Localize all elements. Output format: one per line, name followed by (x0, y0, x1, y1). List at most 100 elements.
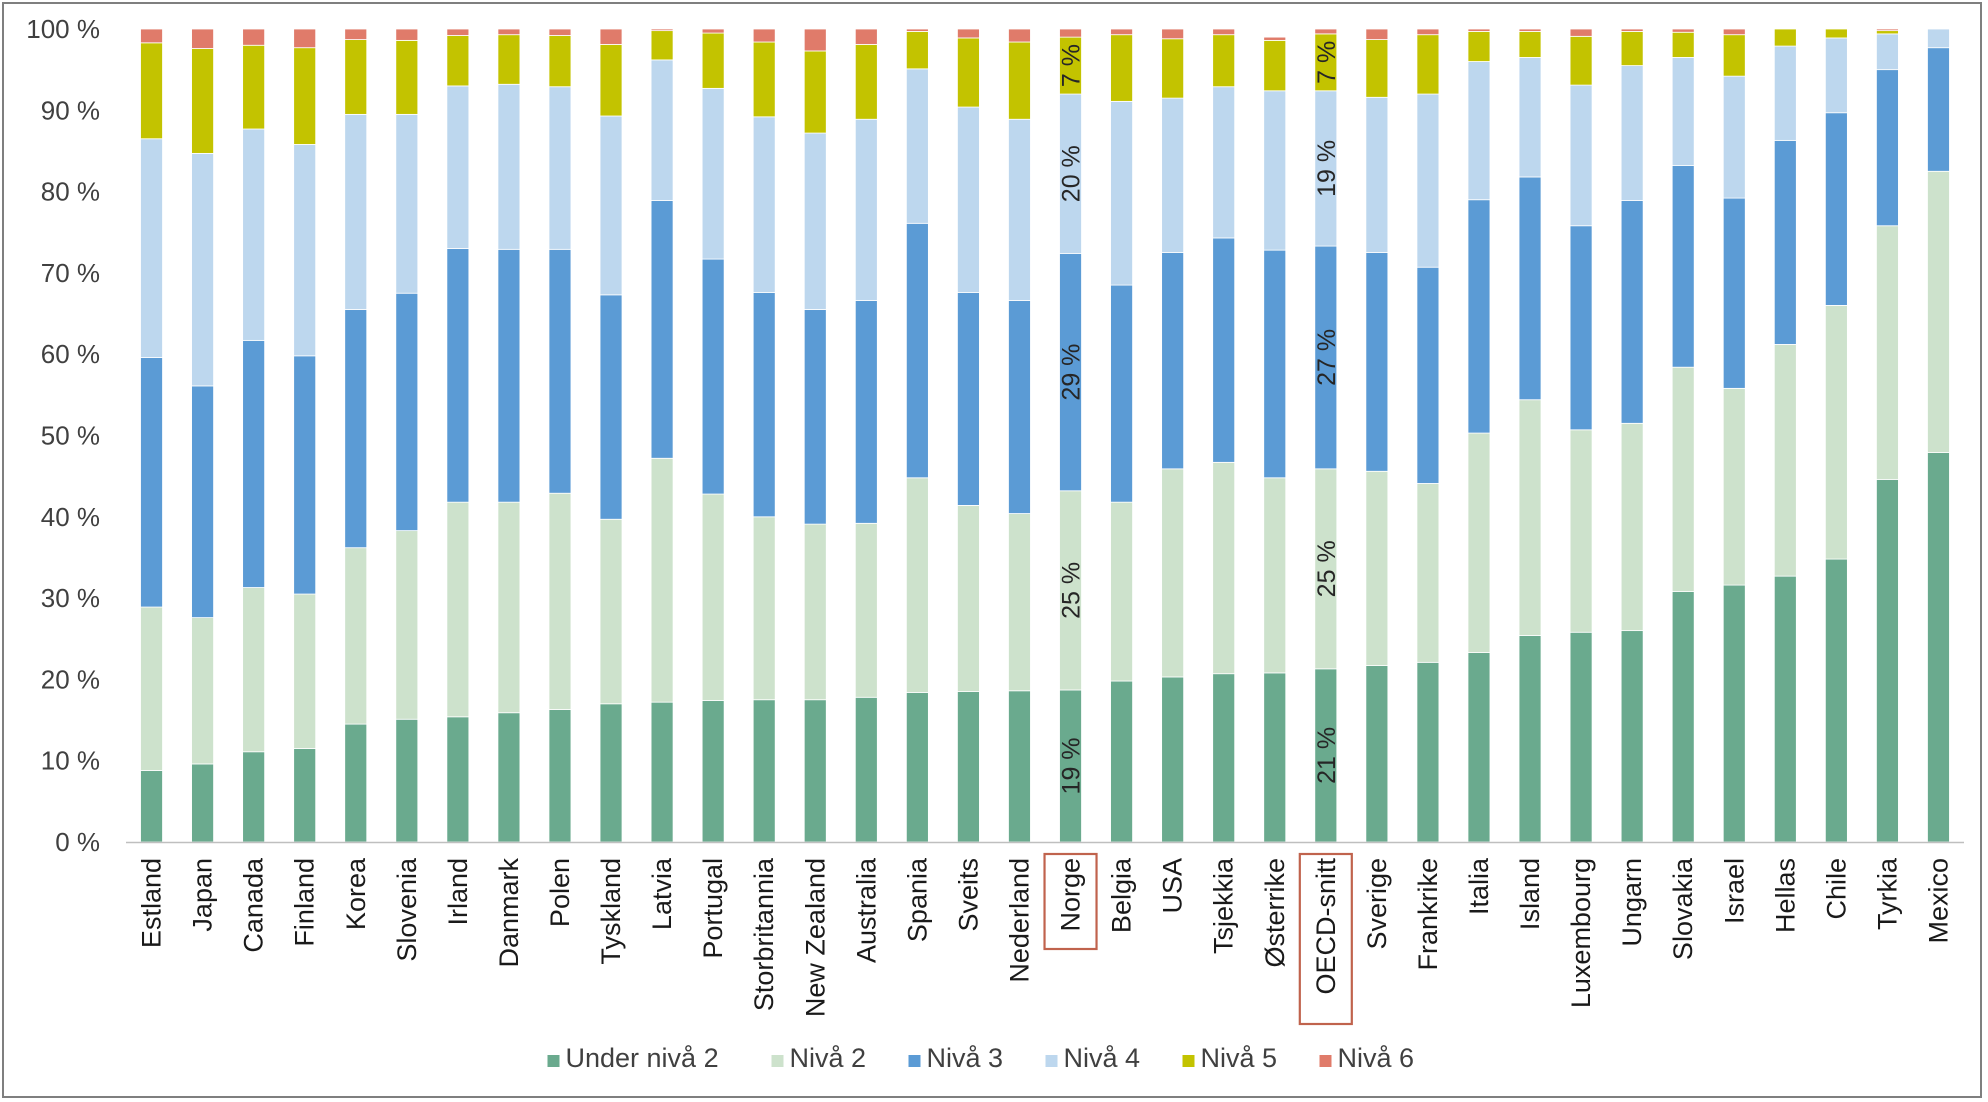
bar-island (1518, 28, 1542, 843)
bar-segment-nivå-5 (1110, 34, 1133, 102)
bar-segment-nivå-3 (1161, 252, 1185, 470)
bar-segment-nivå-2 (599, 518, 623, 705)
bar-segment-nivå-3 (344, 309, 368, 549)
bar-segment-nivå-3 (701, 258, 725, 495)
y-tick-label: 30 % (41, 583, 100, 613)
bar-segment-nivå-2 (803, 523, 827, 701)
bar-segment-nivå-3 (1671, 165, 1695, 368)
bar-hellas (1773, 28, 1797, 843)
bar-segment-nivå-5 (1671, 31, 1695, 58)
bar-segment-nivå-4 (650, 59, 674, 201)
legend-label: Nivå 6 (1338, 1043, 1415, 1073)
bar-segment-nivå-6 (140, 28, 163, 44)
segment-data-label: 29 % (1058, 344, 1086, 401)
bar-segment-under-nivå-2 (344, 723, 368, 843)
bar-segment-nivå-6 (854, 28, 878, 45)
bar-segment-under-nivå-2 (701, 700, 725, 843)
category-label: Chile (1821, 858, 1851, 920)
category-label: Østerrike (1260, 858, 1290, 968)
legend-swatch (1045, 1055, 1058, 1067)
legend-item-nivå-3: Nivå 3 (908, 1043, 1003, 1073)
bar-segment-nivå-3 (1467, 199, 1491, 434)
bar-segment-under-nivå-2 (1365, 665, 1389, 843)
bar-segment-nivå-3 (395, 292, 419, 532)
y-tick-label: 10 % (41, 746, 100, 776)
bar-sveits (957, 28, 980, 843)
bar-segment-nivå-6 (957, 28, 980, 39)
legend-label: Nivå 4 (1064, 1043, 1141, 1073)
bar-segment-nivå-6 (1876, 28, 1899, 32)
bar-segment-nivå-5 (497, 34, 521, 85)
bar-slovakia (1671, 28, 1695, 843)
bar-segment-nivå-5 (1620, 31, 1644, 66)
bar-segment-nivå-6 (1059, 28, 1082, 38)
category-label: Storbritannia (749, 857, 779, 1011)
bar-segment-nivå-2 (293, 593, 317, 749)
bar-sverige (1365, 28, 1389, 843)
segment-data-label: 25 % (1058, 562, 1086, 619)
bar-segment-nivå-3 (1110, 284, 1133, 503)
y-tick-label: 60 % (41, 339, 100, 369)
category-label: Frankrike (1413, 858, 1443, 971)
bar-segment-nivå-4 (1212, 86, 1236, 239)
bar-segment-nivå-2 (1824, 305, 1848, 560)
bar-segment-under-nivå-2 (1212, 673, 1236, 843)
bar-belgia (1110, 28, 1133, 843)
y-tick-label: 50 % (41, 421, 100, 451)
bar-segment-nivå-6 (293, 28, 317, 49)
bar-segment-nivå-6 (701, 28, 725, 34)
bar-segment-nivå-4 (1008, 118, 1031, 301)
bar-segment-nivå-4 (1416, 93, 1440, 268)
segment-data-label: 27 % (1313, 329, 1341, 386)
legend-swatch (771, 1055, 784, 1067)
bar-segment-nivå-2 (1620, 422, 1644, 632)
bar-chile (1824, 28, 1848, 843)
bar-segment-nivå-4 (1620, 65, 1644, 201)
bar-segment-nivå-6 (1110, 28, 1133, 36)
bar-segment-nivå-6 (803, 28, 827, 52)
bar-segment-nivå-6 (1161, 28, 1185, 40)
bar-segment-nivå-2 (344, 547, 368, 725)
bar-segment-nivå-6 (599, 28, 623, 45)
bar-portugal (701, 28, 725, 843)
bar-segment-nivå-6 (752, 28, 776, 43)
bar-finland (293, 28, 317, 843)
category-label: Belgia (1107, 857, 1137, 933)
bar-segment-nivå-5 (1416, 34, 1440, 95)
bar-canada (242, 28, 266, 843)
bar-segment-nivå-5 (1008, 41, 1031, 120)
category-label: Island (1515, 858, 1545, 930)
bar-segment-nivå-2 (1365, 470, 1389, 666)
category-label: Finland (290, 858, 320, 947)
category-label: Korea (341, 857, 371, 930)
bar-segment-nivå-3 (140, 357, 163, 608)
bar-segment-under-nivå-2 (1263, 672, 1287, 843)
bar-segment-nivå-4 (242, 128, 266, 341)
bar-segment-nivå-4 (957, 106, 980, 293)
legend-item-nivå-4: Nivå 4 (1045, 1043, 1141, 1073)
bar-segment-nivå-4 (1876, 33, 1899, 71)
bar-tsjekkia (1212, 28, 1236, 843)
bar-segment-nivå-5 (1876, 30, 1899, 35)
bar-segment-nivå-4 (293, 144, 317, 357)
segment-labels: 19 % 25 % 29 % 20 % 7 % 21 % 25 % 27 % 19 % 7 % (1058, 41, 1341, 795)
bar-segment-nivå-6 (395, 28, 419, 41)
bar-segment-nivå-3 (1927, 47, 1950, 172)
bar-segment-nivå-3 (242, 339, 266, 588)
bar-segment-nivå-3 (1365, 252, 1389, 472)
bar-segment-nivå-2 (1110, 501, 1133, 682)
bar-segment-under-nivå-2 (905, 692, 929, 843)
bar-segment-nivå-5 (1569, 35, 1593, 86)
bar-usa (1161, 28, 1185, 843)
bar-segment-under-nivå-2 (446, 716, 470, 843)
bar-segment-nivå-3 (1824, 112, 1848, 306)
bar-segment-nivå-5 (1467, 31, 1491, 62)
bar-segment-under-nivå-2 (1876, 478, 1899, 843)
bar-polen (548, 28, 572, 843)
bar-segment-nivå-2 (1008, 513, 1031, 692)
bar-segment-under-nivå-2 (1927, 452, 1950, 843)
bar-segment-nivå-5 (1773, 28, 1797, 47)
legend-item-under-nivå-2: Under nivå 2 (547, 1043, 719, 1073)
bar-segment-under-nivå-2 (1620, 630, 1644, 843)
bar-segment-nivå-4 (344, 113, 368, 310)
